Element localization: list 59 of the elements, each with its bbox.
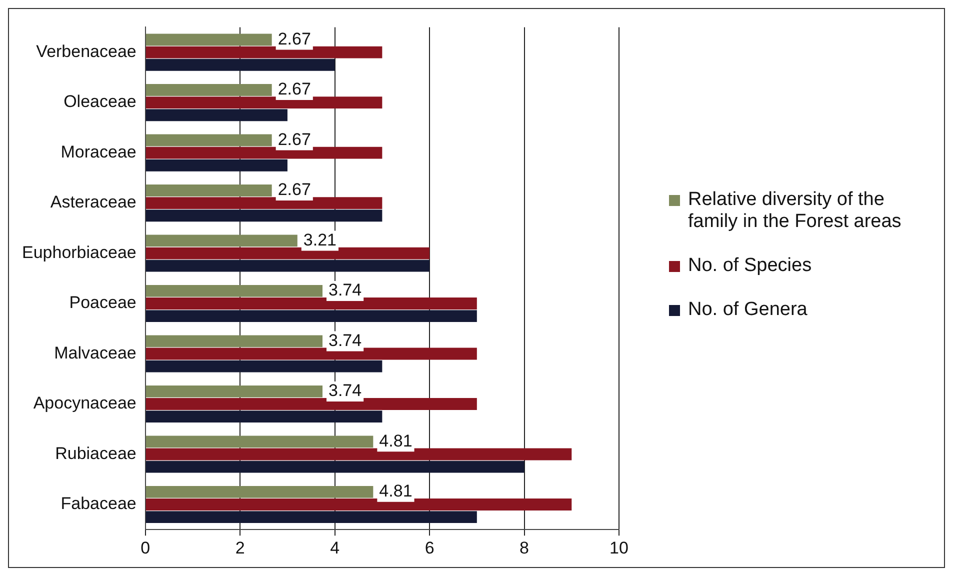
- bar: [146, 498, 572, 510]
- x-tick-label: 10: [610, 538, 628, 558]
- bar: [146, 348, 477, 360]
- bar: [146, 96, 382, 109]
- data-label: 3.74: [328, 330, 362, 350]
- y-tick-label: Verbenaceae: [36, 42, 136, 62]
- bar: [146, 460, 524, 473]
- x-tick-label: 0: [140, 538, 150, 558]
- y-tick-label: Moraceae: [60, 142, 136, 162]
- bar: [146, 34, 272, 46]
- y-tick-label: Rubiaceae: [55, 444, 136, 463]
- bar: [146, 234, 298, 247]
- bar: [146, 436, 374, 448]
- bar: [146, 335, 323, 348]
- data-label: 3.74: [328, 280, 362, 300]
- legend-label: No. of Genera: [688, 299, 808, 321]
- data-label: 3.21: [303, 230, 336, 250]
- y-tick-label: Poaceae: [69, 293, 136, 312]
- legend-label: Relative diversity of the family in the Forest areas: [688, 189, 902, 233]
- y-tick-label: Apocynaceae: [33, 394, 136, 413]
- bar: [146, 84, 272, 96]
- bar: [146, 197, 382, 210]
- y-tick-label: Asteraceae: [50, 192, 136, 212]
- x-tick-label: 6: [424, 538, 434, 558]
- bar: [146, 210, 382, 222]
- y-tick-label: Euphorbiaceae: [22, 242, 136, 262]
- bar: [146, 298, 477, 310]
- data-label: 2.67: [278, 180, 311, 200]
- y-tick-label: Fabaceae: [60, 494, 136, 514]
- data-label: 4.81: [379, 482, 412, 501]
- bar: [146, 146, 382, 159]
- bar: [146, 247, 430, 260]
- data-label: 4.81: [379, 431, 412, 450]
- bar: [146, 184, 272, 196]
- bar: [146, 46, 382, 58]
- data-label: 2.67: [278, 130, 311, 149]
- x-tick-label: 8: [520, 538, 530, 558]
- legend-label: No. of Species: [688, 255, 812, 277]
- bar: [146, 260, 430, 272]
- data-label: 2.67: [278, 29, 311, 48]
- data-label: 3.74: [328, 381, 362, 400]
- y-tick-label: Malvaceae: [54, 343, 136, 362]
- bar: [146, 385, 323, 398]
- bar: [146, 410, 382, 423]
- bar: [146, 398, 477, 410]
- x-tick-label: 2: [235, 538, 245, 558]
- x-tick-label: 4: [330, 538, 340, 558]
- data-label: 2.67: [278, 80, 311, 99]
- bar: [146, 360, 382, 372]
- bar: [146, 109, 288, 122]
- bar: [146, 511, 477, 524]
- y-tick-label: Oleaceae: [64, 92, 136, 112]
- bar: [146, 486, 374, 498]
- bar: [146, 448, 572, 460]
- bar: [146, 159, 288, 172]
- bar: [146, 310, 477, 322]
- bar: [146, 58, 335, 71]
- bar: [146, 134, 272, 146]
- bar: [146, 284, 323, 297]
